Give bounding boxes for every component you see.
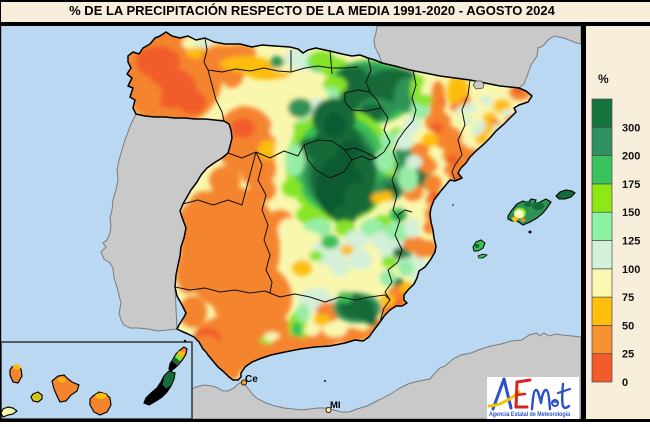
svg-text:175: 175: [622, 179, 640, 191]
svg-text:%: %: [598, 72, 609, 86]
svg-text:50: 50: [622, 320, 634, 332]
svg-text:Ce: Ce: [245, 374, 258, 385]
svg-text:Agencia Estatal de Meteorologí: Agencia Estatal de Meteorología: [489, 411, 570, 418]
svg-text:100: 100: [622, 264, 640, 276]
svg-text:150: 150: [622, 207, 640, 219]
svg-text:75: 75: [622, 292, 634, 304]
svg-text:200: 200: [622, 151, 640, 163]
svg-text:300: 300: [622, 122, 640, 134]
svg-text:25: 25: [622, 349, 634, 361]
svg-text:125: 125: [622, 236, 640, 248]
svg-text:% DE LA PRECIPITACIÓN RESPECTO: % DE LA PRECIPITACIÓN RESPECTO DE LA MED…: [69, 3, 555, 18]
svg-text:0: 0: [622, 377, 628, 389]
svg-text:MI: MI: [330, 400, 341, 411]
